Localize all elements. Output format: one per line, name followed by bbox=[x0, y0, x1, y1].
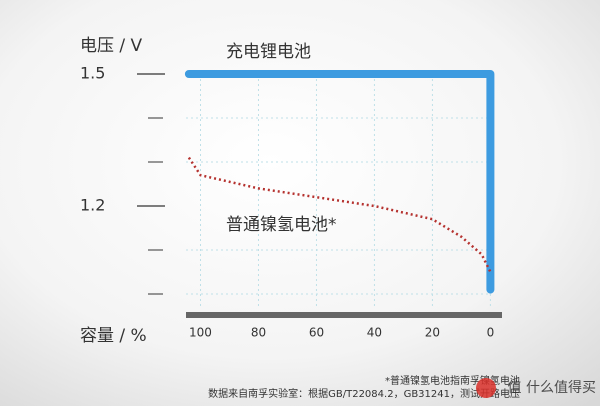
footnote: 数据来自南孚实验室：根据GB/T22084.2，GB31241，测试开路电压 bbox=[208, 387, 520, 400]
y-tick-label: 1.2 bbox=[80, 196, 105, 215]
footnote: *普通镍氢电池指南孚镍氢电池 bbox=[385, 374, 520, 387]
series-label: 普通镍氢电池* bbox=[226, 215, 337, 235]
series-line bbox=[184, 70, 495, 294]
watermark-icon bbox=[476, 378, 496, 398]
x-tick-label: 80 bbox=[251, 326, 266, 340]
x-axis-label: 容量 / % bbox=[80, 326, 147, 346]
x-tick-label: 20 bbox=[425, 326, 440, 340]
x-tick-label: 60 bbox=[309, 326, 324, 340]
y-tick-label: 1.5 bbox=[80, 64, 105, 83]
x-tick-label: 40 bbox=[367, 326, 382, 340]
x-axis-bar bbox=[186, 312, 502, 318]
series-label: 充电锂电池 bbox=[226, 42, 311, 62]
watermark: 值 什么值得买 bbox=[508, 379, 596, 396]
x-tick-label: 100 bbox=[189, 326, 212, 340]
series-line bbox=[187, 156, 492, 273]
x-tick-label: 0 bbox=[487, 326, 495, 340]
y-axis-label: 电压 / V bbox=[80, 36, 143, 56]
